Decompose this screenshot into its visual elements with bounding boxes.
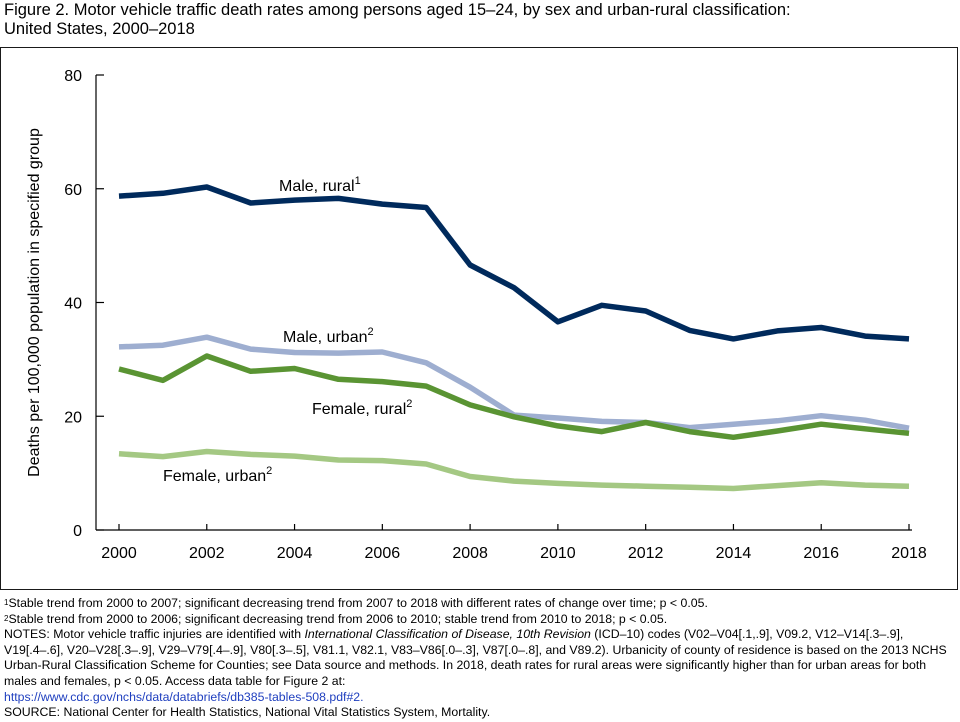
y-tick-label: 80	[64, 68, 82, 85]
x-tick-label: 2000	[101, 545, 137, 562]
x-tick-label: 2012	[628, 545, 664, 562]
series-line-3	[118, 353, 910, 441]
footnote-1: 1Stable trend from 2000 to 2007; signifi…	[4, 596, 956, 612]
x-tick-label: 2002	[189, 545, 225, 562]
footnote-2: 2Stable trend from 2000 to 2006; signifi…	[4, 612, 956, 628]
x-tick-label: 2008	[452, 545, 488, 562]
footnote-1-text: Stable trend from 2000 to 2007; signific…	[8, 596, 708, 610]
chart-series-labels: Male, rural1 Male, urban2 Female, rural2 Fe…	[163, 175, 412, 485]
footnote-2-text: Stable trend from 2000 to 2006; signific…	[8, 611, 668, 626]
y-tick-label: 60	[64, 182, 82, 199]
x-tick-label: 2010	[540, 545, 576, 562]
y-tick-label: 40	[64, 296, 82, 313]
chart-frame	[0, 47, 958, 590]
notes-text-end: (ICD–10) codes (V02–V04[.1,.9], V09.2, V…	[4, 627, 947, 688]
x-tick-label: 2014	[716, 545, 752, 562]
series-line-4	[118, 448, 910, 492]
chart-series	[118, 184, 910, 492]
figure-title-line-1: Figure 2. Motor vehicle traffic death ra…	[4, 1, 791, 19]
series-label-1: Male, rural1	[279, 175, 361, 195]
notes-text-italic: International Classification of Disease,…	[304, 627, 591, 642]
figure-title-line-2: United States, 2000–2018	[4, 20, 195, 38]
x-tick-label: 2018	[891, 545, 927, 562]
line-chart: 0 20 40 60 80 2000 2002 2004 2006 2008 2010 2012 201…	[26, 68, 927, 562]
x-tick-label: 2004	[277, 545, 313, 562]
series-label-3: Female, rural2	[312, 398, 412, 418]
x-tick-label: 2006	[365, 545, 401, 562]
chart-axes: 0 20 40 60 80 2000 2002 2004 2006 2008 2010 2012 201…	[26, 68, 927, 562]
figure-title: Figure 2. Motor vehicle traffic death ra…	[4, 1, 954, 39]
y-tick-label: 0	[73, 523, 82, 540]
x-tick-label: 2016	[803, 545, 839, 562]
footnote-1-marker: 1	[4, 598, 9, 607]
series-label-2: Male, urban2	[283, 326, 374, 346]
y-tick-label: 20	[64, 409, 82, 426]
y-axis-title: Deaths per 100,000 population in specifi…	[26, 128, 43, 477]
notes-text-start: NOTES: Motor vehicle traffic injuries ar…	[4, 627, 305, 642]
notes-paragraph: NOTES: Motor vehicle traffic injuries ar…	[4, 627, 956, 705]
source-note: SOURCE: National Center for Health Stati…	[4, 705, 491, 720]
series-line-1	[118, 184, 910, 342]
footnotes: 1Stable trend from 2000 to 2007; signifi…	[4, 596, 956, 721]
footnote-2-marker: 2	[4, 613, 9, 623]
series-label-4: Female, urban2	[163, 465, 272, 485]
data-table-link[interactable]: https://www.cdc.gov/nchs/data/databriefs…	[4, 689, 364, 704]
